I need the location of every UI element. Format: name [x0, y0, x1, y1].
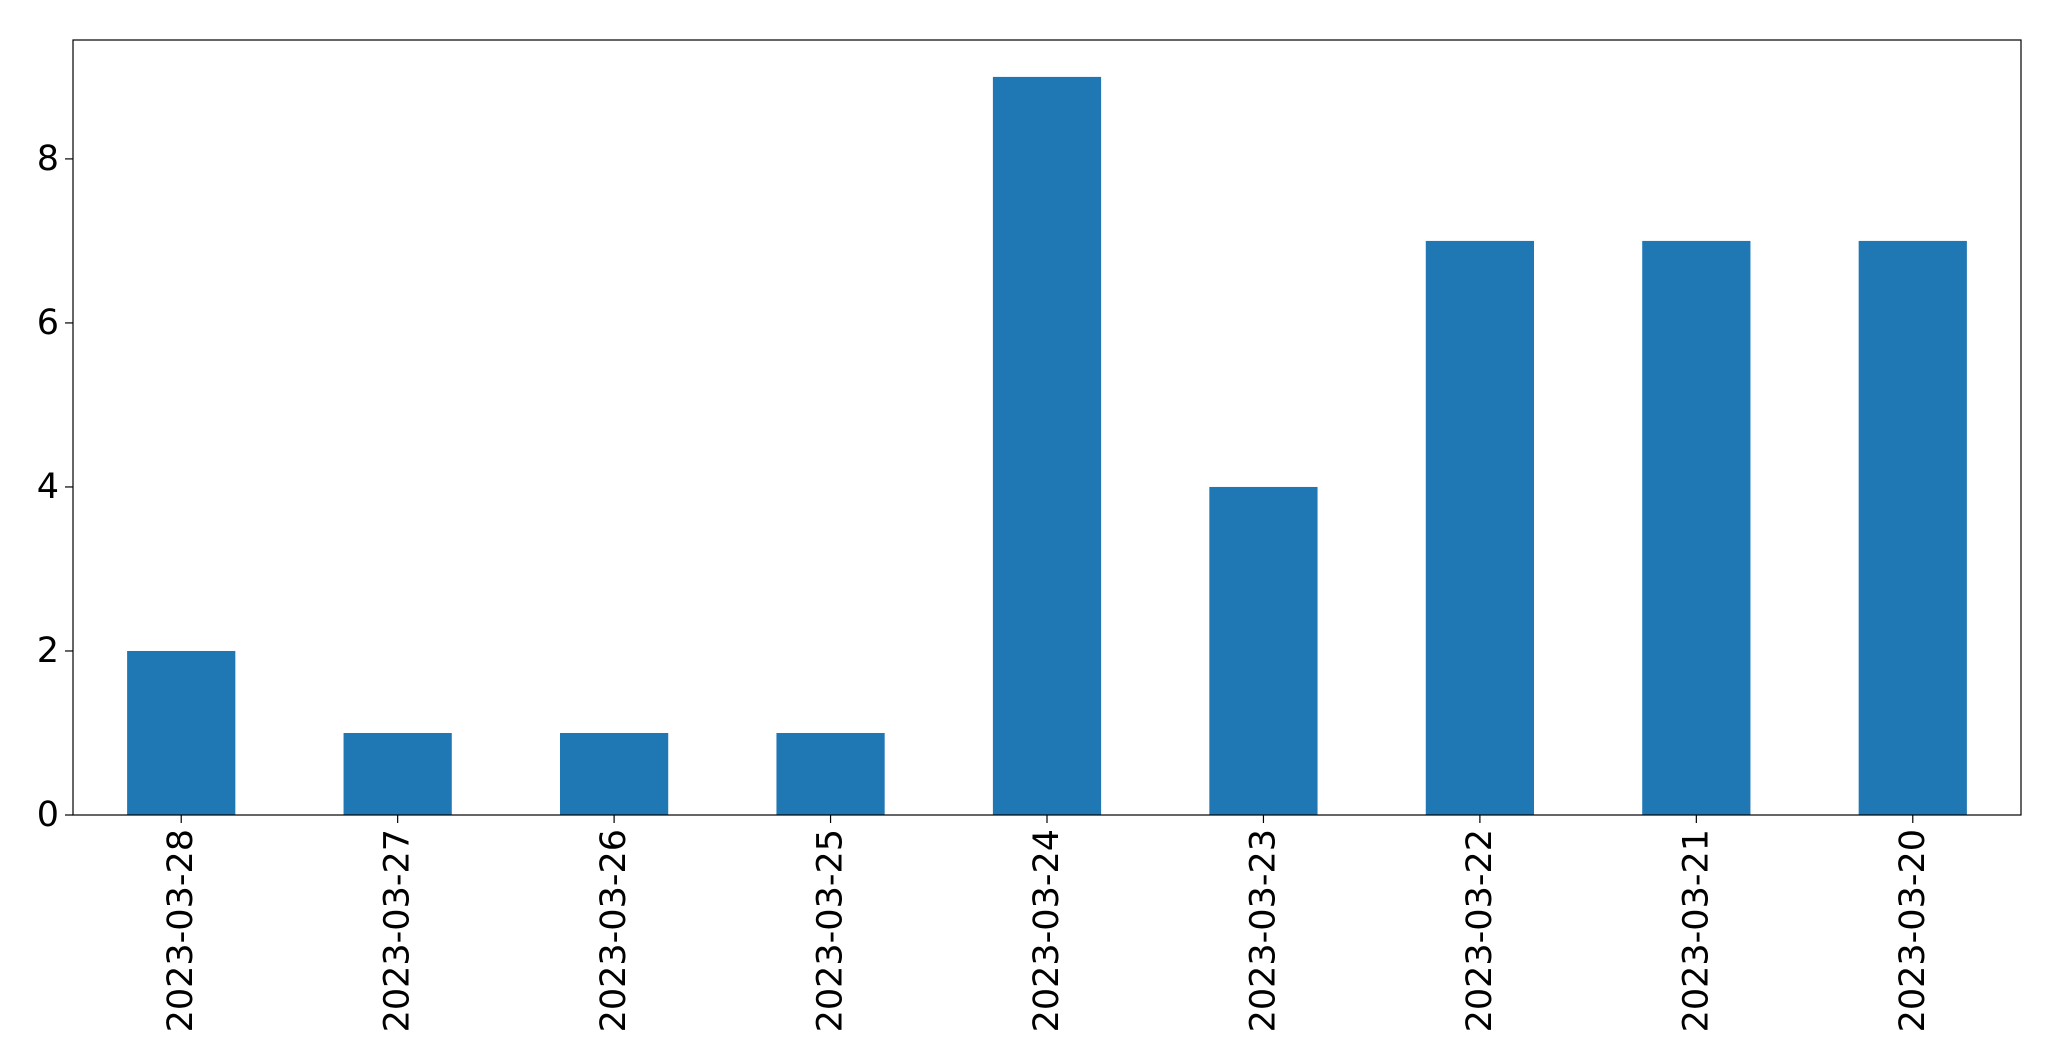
x-tick-label: 2023-03-25 [811, 829, 851, 1032]
bar-2023-03-26 [560, 732, 669, 815]
plot-frame [72, 39, 2022, 816]
bar-2023-03-21 [1642, 240, 1751, 816]
bar-2023-03-24 [992, 76, 1102, 815]
y-tick-label: 6 [37, 303, 59, 343]
bars-group [127, 76, 1967, 816]
y-tick-label: 8 [37, 139, 59, 179]
x-tick-label: 2023-03-21 [1676, 829, 1716, 1032]
bar-2023-03-27 [343, 732, 452, 815]
x-tick-label: 2023-03-26 [594, 829, 634, 1032]
x-tick-label: 2023-03-24 [1027, 829, 1067, 1032]
y-axis-ticks: 0 2 4 6 8 [37, 139, 73, 835]
x-tick-label: 2023-03-20 [1893, 829, 1933, 1032]
x-tick-label: 2023-03-27 [378, 829, 418, 1032]
y-tick-label: 4 [37, 467, 59, 507]
x-tick-label: 2023-03-22 [1460, 829, 1500, 1032]
x-tick-label: 2023-03-23 [1243, 829, 1283, 1032]
bar-2023-03-20 [1858, 240, 1967, 816]
x-axis-ticks: 2023-03-28 2023-03-27 2023-03-26 2023-03-25… [161, 815, 1933, 1032]
bar-2023-03-28 [127, 650, 236, 815]
y-tick-label: 2 [37, 631, 59, 671]
bar-2023-03-23 [1209, 486, 1318, 815]
bar-2023-03-25 [776, 732, 885, 815]
y-tick-label: 0 [37, 795, 59, 835]
x-tick-label: 2023-03-28 [161, 829, 201, 1032]
bar-2023-03-22 [1425, 240, 1534, 816]
